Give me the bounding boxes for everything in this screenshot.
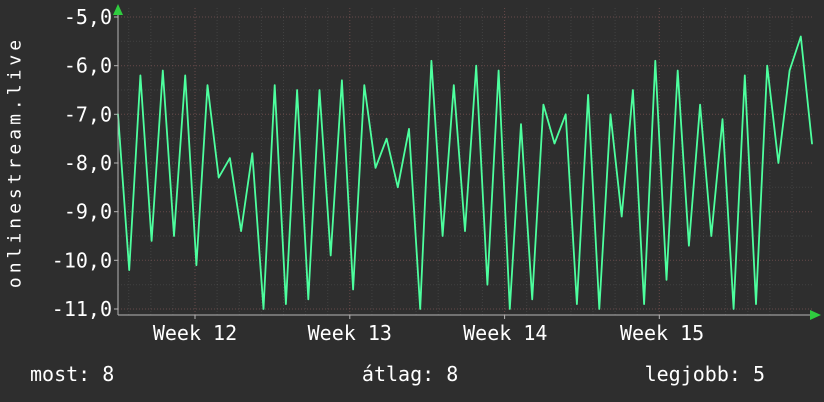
svg-text:Week 13: Week 13 xyxy=(308,321,392,345)
svg-text:-10,0: -10,0 xyxy=(52,248,112,272)
svg-text:-5,0: -5,0 xyxy=(64,5,112,29)
svg-text:Week 12: Week 12 xyxy=(153,321,237,345)
svg-text:Week 15: Week 15 xyxy=(620,321,704,345)
stat-most: most: 8 xyxy=(30,362,115,386)
svg-text:Week 14: Week 14 xyxy=(463,321,547,345)
svg-text:-11,0: -11,0 xyxy=(52,297,112,321)
stat-legjobb: legjobb: 5 xyxy=(644,362,765,386)
svg-text:-7,0: -7,0 xyxy=(64,102,112,126)
svg-text:-6,0: -6,0 xyxy=(64,54,112,78)
stats-footer: most: 8 átlag: 8 legjobb: 5 xyxy=(0,362,824,392)
svg-text:-9,0: -9,0 xyxy=(64,200,112,224)
stat-atlag: átlag: 8 xyxy=(361,362,459,386)
svg-text:-8,0: -8,0 xyxy=(64,151,112,175)
